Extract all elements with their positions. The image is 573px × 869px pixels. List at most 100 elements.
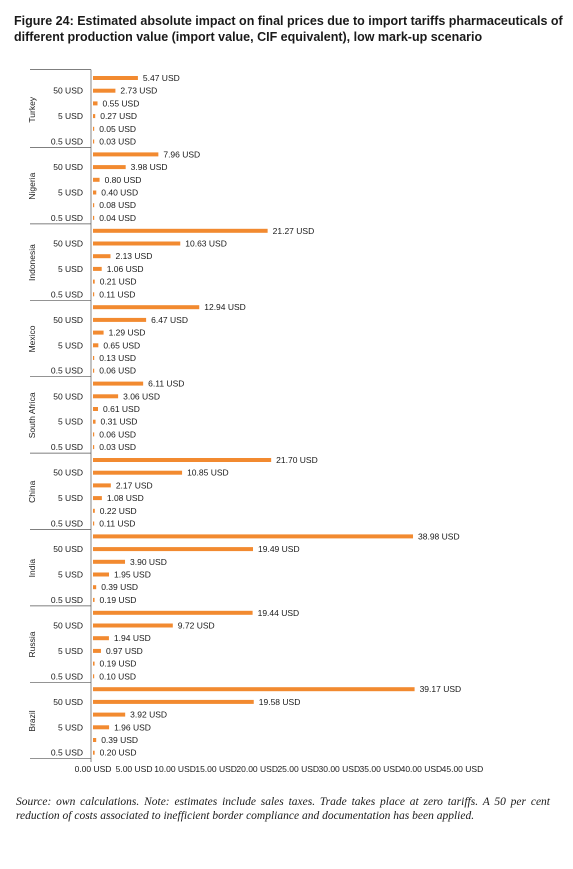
- bar-value-label: 3.06 USD: [123, 391, 160, 401]
- bar-value-label: 0.03 USD: [99, 442, 136, 452]
- x-tick-label: 0.00 USD: [75, 764, 112, 774]
- bar-value-label: 5.47 USD: [143, 73, 180, 83]
- row-tick-label: 50 USD: [53, 621, 83, 631]
- bar: [93, 572, 110, 577]
- bar-value-label: 0.40 USD: [101, 188, 138, 198]
- bar: [93, 610, 253, 615]
- bar-value-label: 2.17 USD: [116, 480, 153, 490]
- bar: [93, 419, 96, 424]
- bar: [93, 547, 254, 552]
- row-tick-label: 5 USD: [58, 340, 83, 350]
- x-tick-label: 35.00 USD: [360, 764, 402, 774]
- country-label: Nigeria: [27, 172, 37, 199]
- bar-value-label: 0.20 USD: [100, 748, 137, 758]
- bar: [93, 254, 111, 259]
- bar-value-label: 0.55 USD: [103, 98, 140, 108]
- x-tick-label: 20.00 USD: [236, 764, 278, 774]
- bar: [93, 623, 173, 628]
- bar-value-label: 39.17 USD: [420, 684, 462, 694]
- bar-value-label: 3.98 USD: [131, 162, 168, 172]
- row-tick-label: 50 USD: [53, 239, 83, 249]
- bar-value-label: 0.39 USD: [101, 582, 138, 592]
- row-tick-label: 50 USD: [53, 697, 83, 707]
- bar-value-label: 0.22 USD: [100, 506, 137, 516]
- row-tick-label: 5 USD: [58, 722, 83, 732]
- bar: [93, 114, 96, 119]
- bar: [93, 228, 268, 233]
- country-label: Russia: [27, 631, 37, 657]
- bar: [93, 215, 95, 220]
- country-label: China: [27, 480, 37, 502]
- row-tick-label: 5 USD: [58, 493, 83, 503]
- bar-value-label: 10.85 USD: [187, 468, 229, 478]
- bar-value-label: 0.06 USD: [99, 366, 136, 376]
- bar-value-label: 0.65 USD: [103, 340, 140, 350]
- bar-value-label: 0.19 USD: [100, 659, 137, 669]
- bar-value-label: 0.80 USD: [105, 175, 142, 185]
- bar-value-label: 38.98 USD: [418, 531, 460, 541]
- row-tick-label: 5 USD: [58, 111, 83, 121]
- bar: [93, 165, 126, 170]
- bar: [93, 636, 109, 641]
- bar: [93, 521, 95, 526]
- bar: [93, 381, 144, 386]
- bar-value-label: 10.63 USD: [185, 239, 227, 249]
- bar: [93, 458, 272, 462]
- x-tick-label: 45.00 USD: [442, 764, 484, 774]
- bar-value-label: 1.95 USD: [114, 570, 151, 580]
- bar: [93, 356, 95, 360]
- bar-value-label: 0.21 USD: [100, 277, 137, 287]
- country-label: Brazil: [27, 710, 37, 731]
- bar-value-label: 2.73 USD: [120, 86, 157, 96]
- row-tick-label: 0.5 USD: [51, 366, 83, 376]
- bar: [93, 508, 95, 513]
- row-tick-label: 0.5 USD: [51, 748, 83, 758]
- x-tick-label: 15.00 USD: [195, 764, 237, 774]
- bar: [93, 368, 95, 373]
- row-tick-label: 5 USD: [58, 264, 83, 274]
- row-tick-label: 50 USD: [53, 391, 83, 401]
- bar-value-label: 0.61 USD: [103, 404, 140, 414]
- bar: [93, 725, 110, 730]
- bar: [93, 674, 95, 679]
- bar: [93, 648, 101, 653]
- bar-value-label: 3.90 USD: [130, 557, 167, 567]
- bar-value-label: 0.13 USD: [99, 353, 136, 363]
- country-label: Indonesia: [27, 244, 37, 281]
- bar: [93, 279, 95, 284]
- bar-value-label: 1.96 USD: [114, 722, 151, 732]
- bar-value-label: 0.19 USD: [100, 595, 137, 605]
- row-tick-label: 5 USD: [58, 417, 83, 427]
- bar: [93, 190, 97, 195]
- bar: [93, 585, 97, 590]
- labels-layer: 5.47 USD 2.73 USD 0.55 USD 0.27 USD 0.05 USD…: [99, 73, 461, 758]
- country-label: Mexico: [27, 325, 37, 352]
- row-tick-label: 50 USD: [53, 315, 83, 325]
- row-tick-label: 0.5 USD: [51, 671, 83, 681]
- bar: [93, 88, 116, 93]
- bar-value-label: 7.96 USD: [163, 149, 200, 159]
- bar-value-label: 1.29 USD: [109, 328, 146, 338]
- bar: [93, 305, 200, 310]
- bar-value-label: 6.47 USD: [151, 315, 188, 325]
- bar: [93, 317, 147, 322]
- bar: [93, 139, 95, 144]
- x-tick-label: 25.00 USD: [277, 764, 319, 774]
- bar-value-label: 6.11 USD: [148, 379, 184, 389]
- bar-value-label: 21.27 USD: [273, 226, 315, 236]
- bar: [93, 597, 95, 602]
- row-tick-label: 50 USD: [53, 468, 83, 478]
- row-tick-label: 5 USD: [58, 188, 83, 198]
- row-tick-label: 0.5 USD: [51, 519, 83, 529]
- bar: [93, 432, 95, 437]
- row-tick-label: 0.5 USD: [51, 442, 83, 452]
- bar: [93, 152, 159, 157]
- bar: [93, 534, 414, 539]
- bar: [93, 470, 183, 475]
- bar-value-label: 0.05 USD: [99, 124, 136, 134]
- bar-value-label: 21.70 USD: [276, 455, 318, 465]
- bar: [93, 661, 95, 666]
- bars-layer: [93, 76, 415, 755]
- bar: [93, 101, 98, 106]
- bar: [93, 292, 95, 297]
